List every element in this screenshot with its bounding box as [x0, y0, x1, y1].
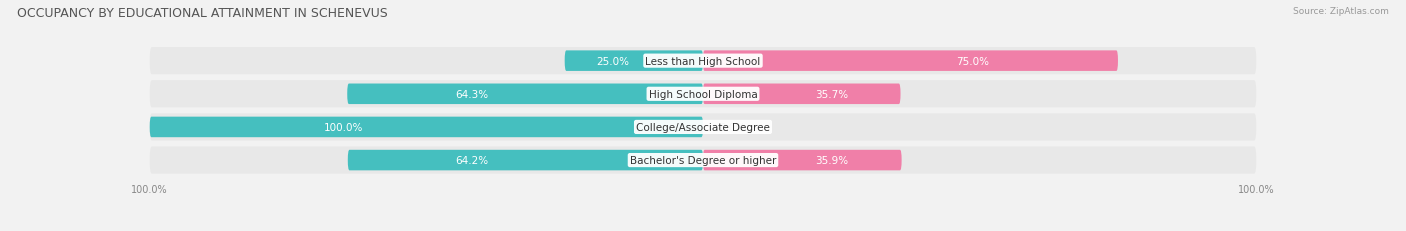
- FancyBboxPatch shape: [703, 51, 1118, 72]
- FancyBboxPatch shape: [149, 117, 703, 138]
- Text: 0.0%: 0.0%: [720, 122, 745, 132]
- Text: Source: ZipAtlas.com: Source: ZipAtlas.com: [1294, 7, 1389, 16]
- Text: 35.9%: 35.9%: [815, 155, 849, 165]
- FancyBboxPatch shape: [703, 150, 901, 171]
- Text: 100.0%: 100.0%: [323, 122, 363, 132]
- FancyBboxPatch shape: [149, 81, 1257, 108]
- Text: OCCUPANCY BY EDUCATIONAL ATTAINMENT IN SCHENEVUS: OCCUPANCY BY EDUCATIONAL ATTAINMENT IN S…: [17, 7, 388, 20]
- FancyBboxPatch shape: [149, 48, 1257, 75]
- Text: 64.3%: 64.3%: [456, 89, 488, 99]
- Text: 35.7%: 35.7%: [815, 89, 848, 99]
- Legend: Owner-occupied, Renter-occupied: Owner-occupied, Renter-occupied: [589, 228, 817, 231]
- Text: College/Associate Degree: College/Associate Degree: [636, 122, 770, 132]
- FancyBboxPatch shape: [347, 84, 703, 105]
- Text: High School Diploma: High School Diploma: [648, 89, 758, 99]
- Text: 25.0%: 25.0%: [596, 56, 630, 66]
- Text: Less than High School: Less than High School: [645, 56, 761, 66]
- FancyBboxPatch shape: [347, 150, 703, 171]
- Text: 64.2%: 64.2%: [456, 155, 489, 165]
- FancyBboxPatch shape: [703, 84, 900, 105]
- Text: 75.0%: 75.0%: [956, 56, 990, 66]
- FancyBboxPatch shape: [565, 51, 703, 72]
- FancyBboxPatch shape: [149, 147, 1257, 174]
- FancyBboxPatch shape: [149, 114, 1257, 141]
- Text: Bachelor's Degree or higher: Bachelor's Degree or higher: [630, 155, 776, 165]
